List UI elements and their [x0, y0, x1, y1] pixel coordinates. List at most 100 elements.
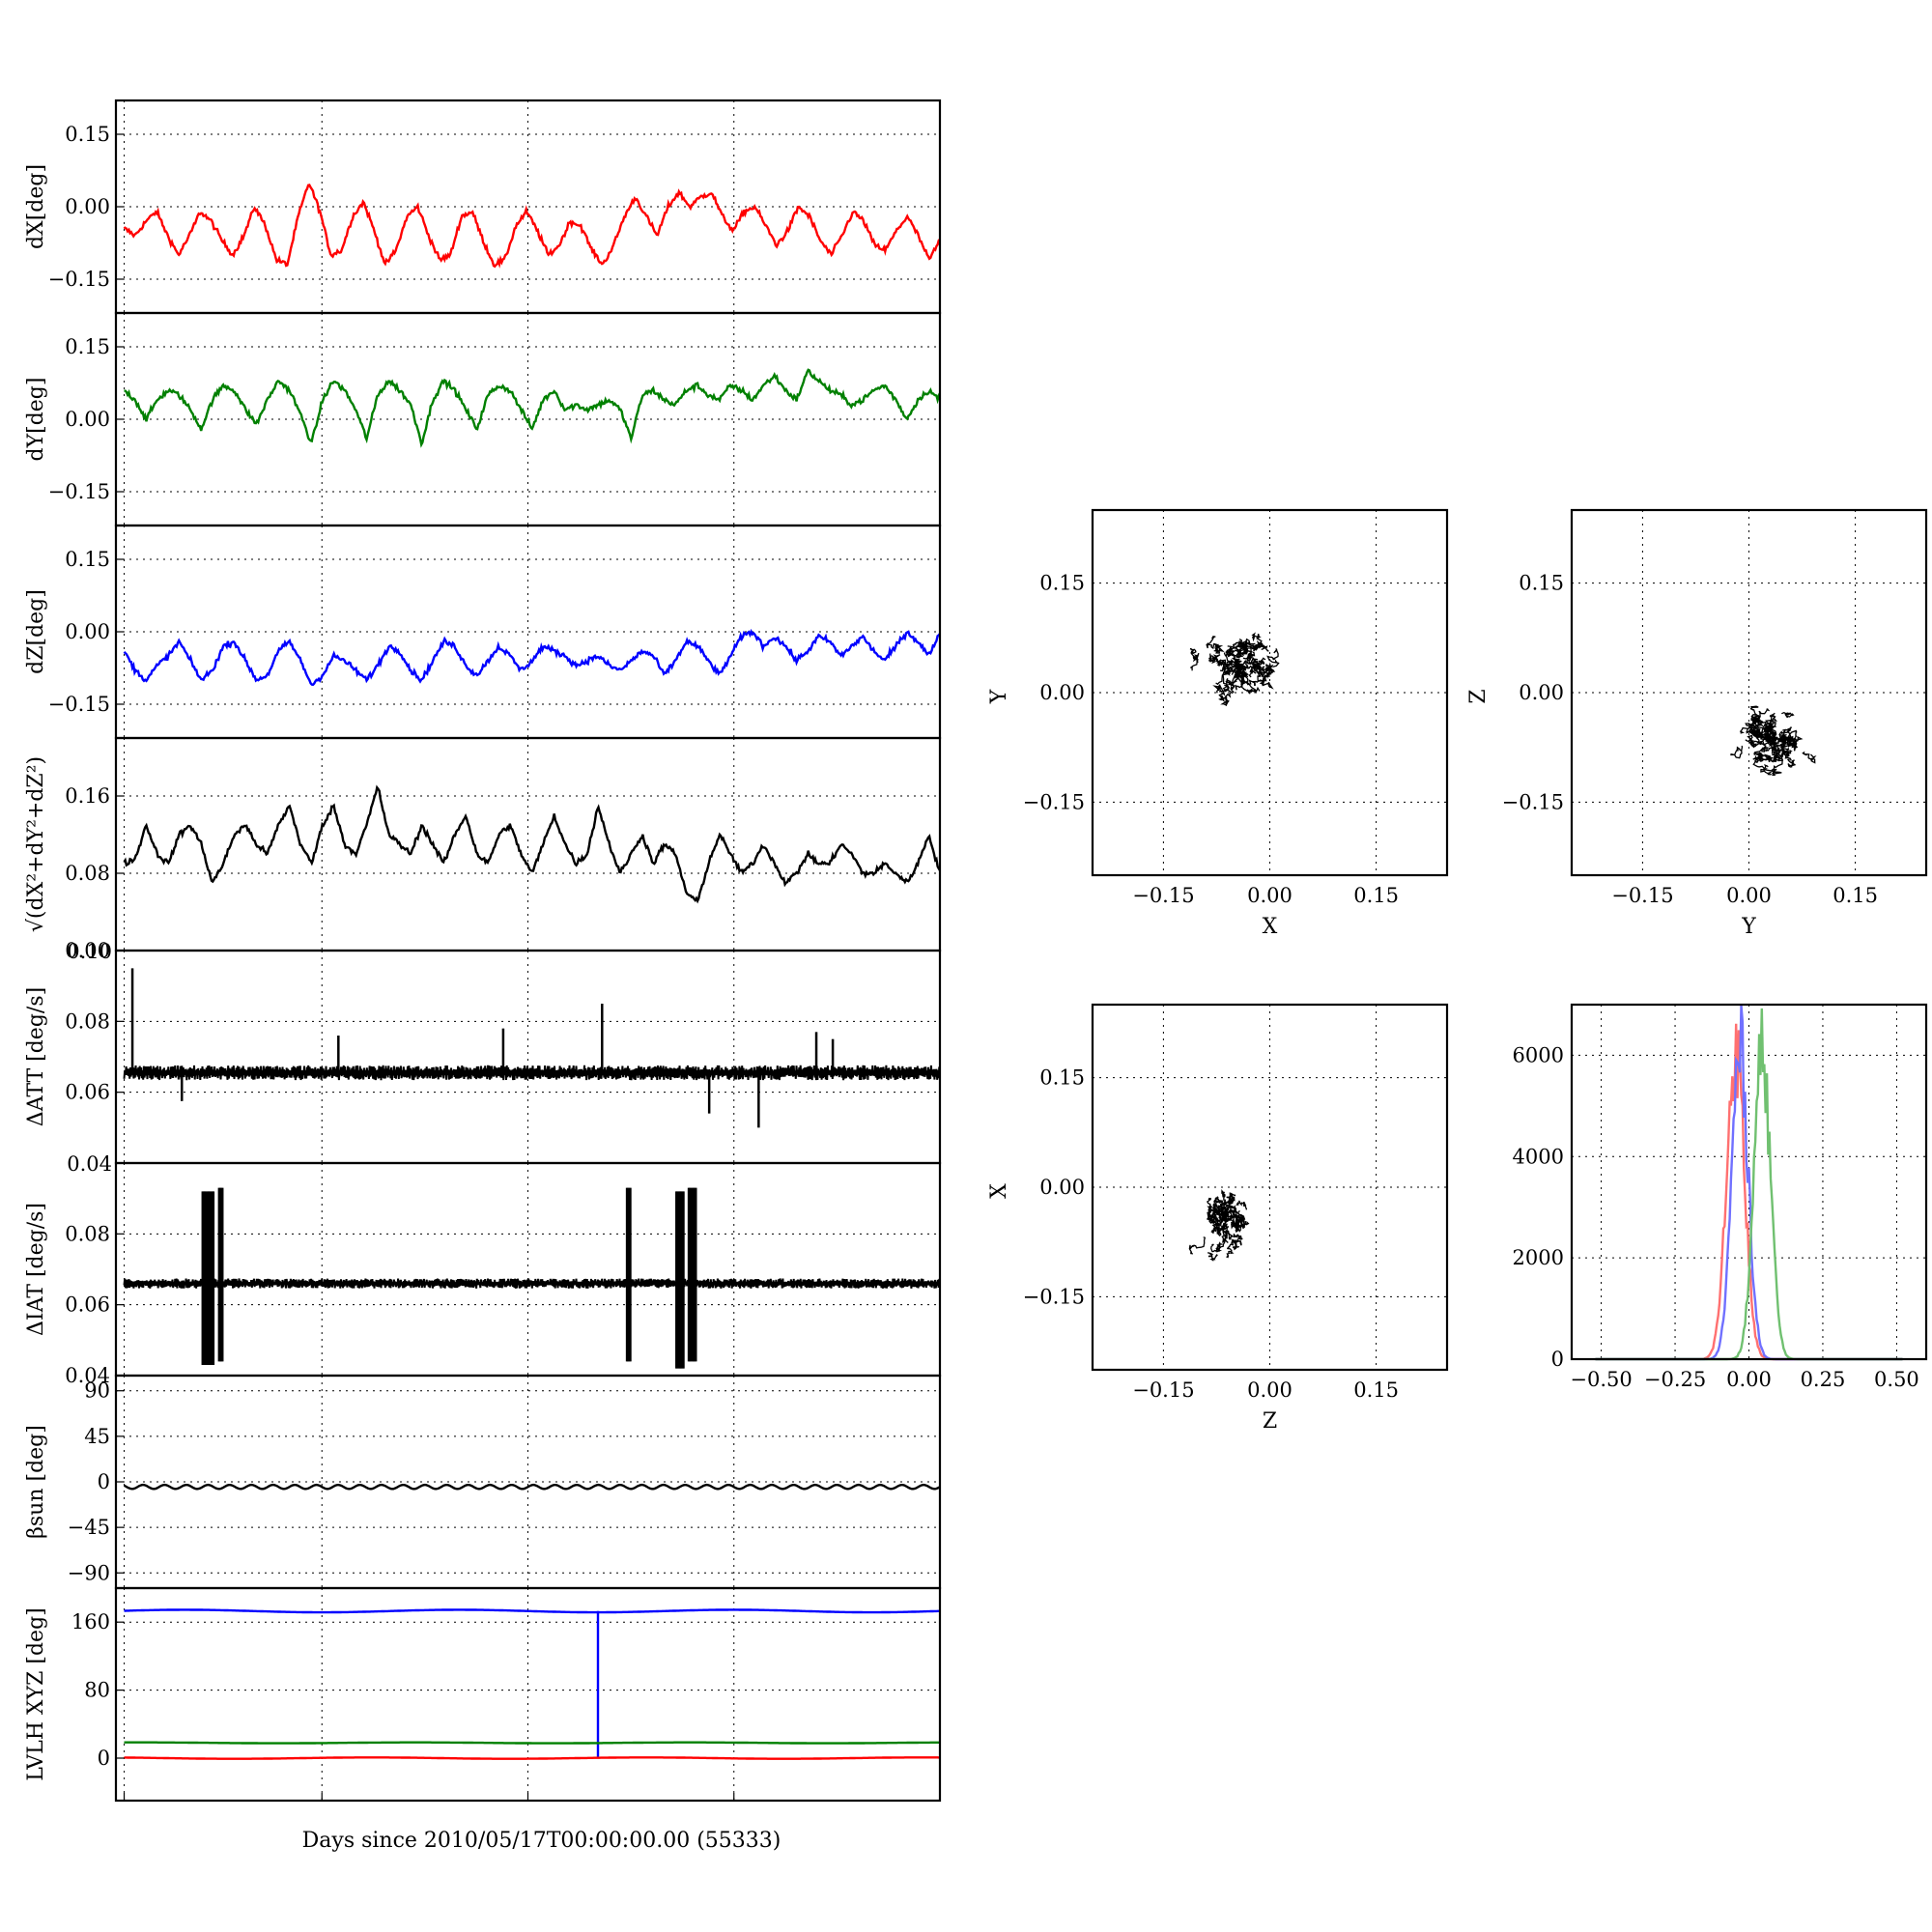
scatter-trace	[1253, 642, 1270, 652]
scatter-trace	[1236, 1200, 1248, 1210]
scatter-trace	[1228, 1233, 1243, 1240]
scatter-trace	[1776, 747, 1792, 761]
x-axis-label: Days since 2010/05/17T00:00:00.00 (55333…	[302, 1829, 781, 1853]
scatter-trace	[1786, 758, 1797, 768]
scatter-trace	[1213, 642, 1225, 654]
y-axis-label: dX[deg]	[24, 164, 48, 249]
series-group-dy	[124, 368, 942, 448]
x-tick-label: −0.15	[1132, 884, 1194, 907]
series-group-dz	[123, 628, 941, 687]
series-line-dy	[124, 368, 942, 448]
scatter-trace	[1225, 657, 1239, 667]
y-tick-label: −0.15	[1023, 790, 1085, 813]
scatter-trace	[1226, 668, 1250, 679]
y-tick-label: 0.16	[65, 784, 110, 808]
x-axis-label: Z	[1263, 1409, 1277, 1434]
panel-diat: 0.08 0.06 0.04 ΔIAT [deg/s]	[24, 1161, 942, 1387]
y-tick-label: 0.04	[65, 1364, 110, 1387]
y-axis-label: dY[deg]	[24, 378, 48, 462]
scatter-trace	[1266, 648, 1280, 668]
scatter-trace	[1791, 740, 1799, 752]
scatter-trace	[1233, 1236, 1243, 1251]
y-tick-label: 0.00	[1039, 1176, 1085, 1199]
scatter-trace	[1250, 660, 1265, 674]
scatter-trace	[1236, 644, 1248, 658]
series-line-lvlh-0	[124, 1608, 940, 1614]
scatter-trace	[1215, 658, 1227, 672]
scatter-trace	[1779, 737, 1793, 747]
series-group-dr	[123, 784, 942, 904]
scatter-trace	[1189, 647, 1198, 660]
scatter-trace	[1752, 754, 1769, 772]
scatter-trace	[1768, 728, 1777, 742]
series-line-dx	[123, 184, 941, 269]
scatter-trace	[1769, 742, 1783, 762]
series-group-datt	[123, 968, 941, 1128]
x-tick-label: −0.50	[1570, 1368, 1632, 1391]
x-tick-label: 0.15	[1833, 884, 1878, 907]
panel-hist: −0.50 −0.25 0.00 0.25 0.50 6000 4000 2000 0	[1513, 1003, 1928, 1391]
scatter-trace	[1222, 661, 1237, 693]
scatter-trace	[1259, 672, 1274, 690]
y-tick-label: 0.15	[65, 335, 110, 358]
panel-lvlh: 160 80 0 LVLH XYZ [deg] Days since 2010/05/1…	[24, 1586, 942, 1853]
y-tick-label: 0.15	[65, 548, 110, 571]
y-tick-label: 0.08	[65, 1009, 110, 1033]
y-tick-label: 0	[98, 1470, 110, 1493]
scatter-trace	[1221, 1188, 1227, 1207]
y-tick-label: 0.15	[1039, 572, 1085, 595]
y-axis-label: dZ[deg]	[24, 589, 48, 674]
scatter-trace	[1772, 755, 1784, 762]
series-line-dr	[123, 784, 942, 904]
series-group-dx	[123, 184, 941, 269]
scatter-trace	[1777, 745, 1788, 757]
y-tick-label: −0.15	[1023, 1285, 1085, 1308]
scatter-trace	[1220, 688, 1233, 707]
scatter-trace	[1769, 712, 1776, 728]
y-tick-label: 0.00	[65, 939, 110, 962]
y-axis-label: √(dX²+dY²+dZ²)	[24, 756, 48, 932]
x-tick-label: −0.15	[1611, 884, 1673, 907]
scatter-trace	[1227, 1205, 1236, 1216]
y-tick-label: 0	[1551, 1348, 1564, 1371]
series-line-lvlh-2	[124, 1756, 940, 1760]
y-tick-label: −0.15	[48, 268, 110, 291]
scatter-trace	[1225, 645, 1239, 658]
x-tick-label: 0.00	[1726, 884, 1772, 907]
y-tick-label: 2000	[1513, 1246, 1564, 1269]
panel-zx_scatter: −0.15 0.00 0.15 0.15 0.00 −0.15 Z X	[987, 1003, 1449, 1434]
scatter-trace	[1773, 726, 1792, 744]
y-tick-label: 0.15	[1519, 572, 1564, 595]
plot-frame	[1091, 1003, 1449, 1372]
y-tick-label: −0.15	[48, 480, 110, 503]
scatter-trace	[1236, 1209, 1241, 1222]
y-tick-label: 0.06	[65, 1081, 110, 1104]
y-tick-label: 160	[71, 1610, 110, 1634]
series-group-yz_scatter	[1730, 705, 1817, 777]
scatter-trace	[1231, 662, 1244, 677]
scatter-trace	[1223, 652, 1242, 668]
plot-frame	[1091, 508, 1449, 877]
y-axis-label: X	[987, 1183, 1011, 1199]
series-line-diat	[123, 1278, 941, 1289]
scatter-trace	[1749, 705, 1761, 722]
scatter-trace	[1217, 684, 1226, 702]
y-tick-label: −0.15	[1502, 790, 1564, 813]
panel-xy_scatter: −0.15 0.00 0.15 0.15 0.00 −0.15 X Y	[987, 508, 1449, 939]
scatter-trace	[1754, 752, 1771, 760]
y-tick-label-top: 0.10	[67, 940, 112, 963]
y-tick-label: 0.15	[65, 123, 110, 146]
scatter-trace	[1752, 724, 1771, 740]
x-tick-label: −0.15	[1132, 1378, 1194, 1402]
scatter-trace	[1761, 755, 1774, 763]
series-line-lvlh-1	[124, 1741, 940, 1745]
scatter-trace	[1231, 1238, 1237, 1249]
scatter-trace	[1753, 718, 1764, 727]
y-axis-label: LVLH XYZ [deg]	[24, 1607, 48, 1781]
scatter-trace	[1745, 723, 1759, 735]
scatter-trace	[1210, 1225, 1220, 1235]
panel-datt: 0.08 0.06 0.10 0.04 ΔATT [deg/s]	[24, 940, 942, 1176]
series-line-beta	[123, 1483, 941, 1491]
scatter-trace	[1255, 662, 1272, 683]
